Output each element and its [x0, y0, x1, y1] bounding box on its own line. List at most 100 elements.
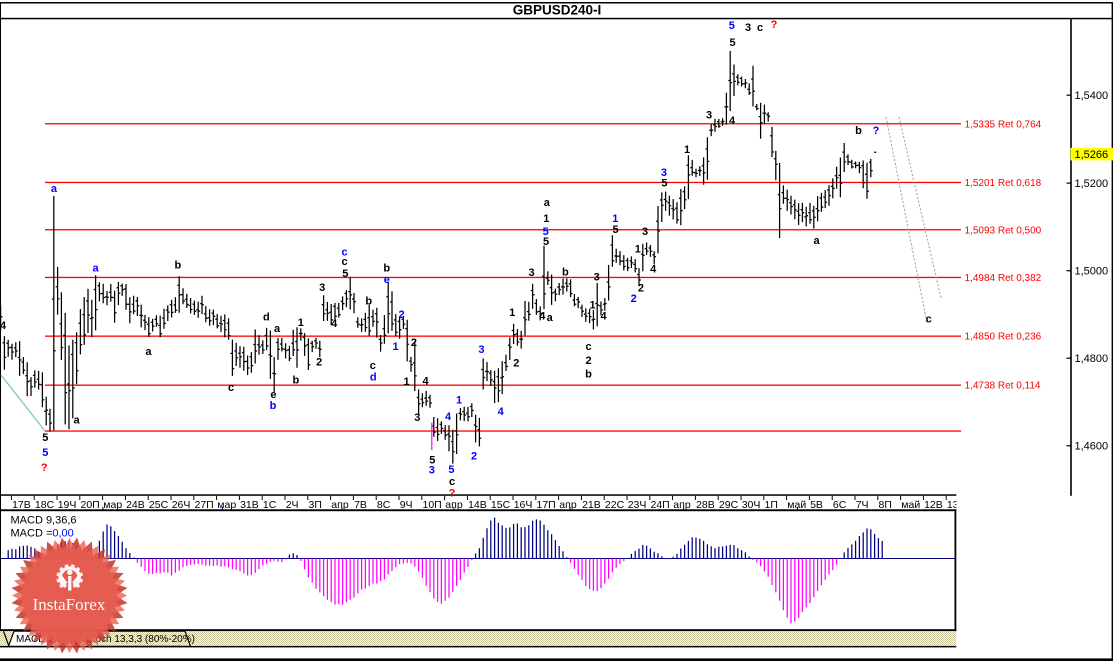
svg-text:апр: апр [445, 499, 463, 511]
svg-text:a: a [544, 197, 551, 209]
svg-text:4: 4 [422, 375, 429, 387]
svg-text:1,5266: 1,5266 [1075, 149, 1109, 161]
svg-text:29С: 29С [719, 499, 739, 511]
svg-text:2Ч: 2Ч [286, 499, 299, 511]
svg-text:1: 1 [298, 317, 304, 329]
svg-text:c: c [449, 476, 455, 488]
svg-text:c: c [228, 382, 234, 394]
svg-text:3: 3 [745, 22, 751, 34]
svg-text:25С: 25С [149, 499, 169, 511]
svg-text:c: c [341, 256, 347, 268]
svg-text:1,5335 Ret 0,764: 1,5335 Ret 0,764 [965, 119, 1042, 130]
svg-text:3: 3 [706, 109, 712, 121]
svg-text:27П: 27П [195, 499, 214, 511]
svg-text:1,4800: 1,4800 [1075, 353, 1109, 365]
svg-text:апр: апр [559, 499, 577, 511]
svg-text:1: 1 [456, 395, 462, 407]
svg-text:3: 3 [642, 226, 648, 238]
svg-text:3: 3 [529, 267, 535, 279]
svg-text:20П: 20П [81, 499, 100, 511]
svg-text:2: 2 [399, 309, 405, 321]
svg-text:апр: апр [673, 499, 691, 511]
svg-text:26Ч: 26Ч [172, 499, 191, 511]
svg-text:30Ч: 30Ч [742, 499, 761, 511]
svg-text:5: 5 [42, 432, 48, 444]
svg-text:1: 1 [684, 144, 690, 156]
svg-text:5: 5 [42, 447, 48, 459]
svg-text:31В: 31В [240, 499, 259, 511]
svg-text:3: 3 [319, 282, 325, 294]
svg-text:MACD =0,00: MACD =0,00 [11, 527, 74, 539]
svg-text:16Ч: 16Ч [514, 499, 533, 511]
svg-text:b: b [562, 266, 569, 278]
svg-text:4: 4 [498, 406, 505, 418]
svg-text:1: 1 [635, 244, 641, 256]
svg-text:3: 3 [661, 167, 667, 179]
svg-text:2: 2 [471, 450, 477, 462]
svg-text:a: a [93, 262, 100, 274]
svg-text:b: b [585, 369, 592, 381]
svg-text:4: 4 [600, 311, 607, 323]
svg-text:3: 3 [594, 271, 600, 283]
svg-text:5: 5 [342, 268, 348, 280]
svg-text:2: 2 [316, 357, 322, 369]
svg-text:a: a [547, 312, 554, 324]
svg-text:3П: 3П [309, 499, 322, 511]
svg-text:?: ? [41, 462, 48, 474]
svg-text:23Ч: 23Ч [628, 499, 647, 511]
svg-text:мар: мар [217, 499, 236, 511]
svg-text:a: a [73, 415, 80, 427]
svg-text:a: a [814, 235, 821, 247]
svg-text:4: 4 [539, 311, 546, 323]
svg-text:6С: 6С [833, 499, 847, 511]
svg-text:5: 5 [729, 20, 735, 32]
svg-text:май: май [901, 499, 920, 511]
svg-text:3: 3 [414, 412, 420, 424]
svg-text:4: 4 [0, 320, 7, 332]
svg-text:7В: 7В [354, 499, 367, 511]
svg-text:1,4850 Ret 0,236: 1,4850 Ret 0,236 [965, 332, 1042, 343]
svg-text:4: 4 [729, 115, 736, 127]
svg-text:5: 5 [543, 226, 549, 238]
svg-text:5: 5 [612, 224, 618, 236]
svg-text:17П: 17П [537, 499, 556, 511]
svg-text:10П: 10П [423, 499, 442, 511]
svg-text:c: c [585, 341, 591, 353]
svg-text:1,5400: 1,5400 [1075, 90, 1109, 102]
svg-text:1,4600: 1,4600 [1075, 441, 1109, 453]
svg-text:2: 2 [631, 293, 637, 305]
svg-text:24В: 24В [126, 499, 145, 511]
svg-text:1: 1 [392, 341, 398, 353]
svg-text:c: c [370, 360, 376, 372]
svg-text:2: 2 [585, 355, 591, 367]
svg-text:1,5000: 1,5000 [1075, 266, 1109, 278]
svg-text:?: ? [771, 19, 778, 31]
svg-text:12В: 12В [924, 499, 943, 511]
svg-text:28В: 28В [696, 499, 715, 511]
svg-text:май: май [787, 499, 806, 511]
svg-text:1,5200: 1,5200 [1075, 178, 1109, 190]
svg-text:1,5201 Ret 0,618: 1,5201 Ret 0,618 [965, 178, 1042, 189]
svg-text:b: b [270, 400, 277, 412]
svg-text:5: 5 [448, 464, 454, 476]
svg-text:1: 1 [590, 299, 596, 311]
svg-text:a: a [51, 183, 58, 195]
svg-text:14В: 14В [468, 499, 487, 511]
svg-text:4: 4 [650, 264, 657, 276]
svg-text:InstaForex: InstaForex [33, 595, 106, 614]
svg-text:9Ч: 9Ч [400, 499, 413, 511]
svg-text:a: a [274, 323, 281, 335]
svg-text:1: 1 [543, 213, 549, 225]
svg-text:d: d [263, 312, 270, 324]
svg-text:1,4984 Ret 0,382: 1,4984 Ret 0,382 [965, 273, 1042, 284]
svg-text:5: 5 [730, 37, 736, 49]
svg-text:8С: 8С [377, 499, 391, 511]
svg-text:4: 4 [445, 411, 452, 423]
svg-text:c: c [757, 22, 763, 34]
svg-text:1,5093 Ret 0,500: 1,5093 Ret 0,500 [965, 225, 1042, 236]
svg-text:21В: 21В [582, 499, 601, 511]
svg-text:Stoch 13,3,3 (80%-20%): Stoch 13,3,3 (80%-20%) [86, 634, 195, 645]
svg-text:b: b [383, 262, 390, 274]
svg-text:24П: 24П [651, 499, 670, 511]
svg-text:7Ч: 7Ч [856, 499, 869, 511]
